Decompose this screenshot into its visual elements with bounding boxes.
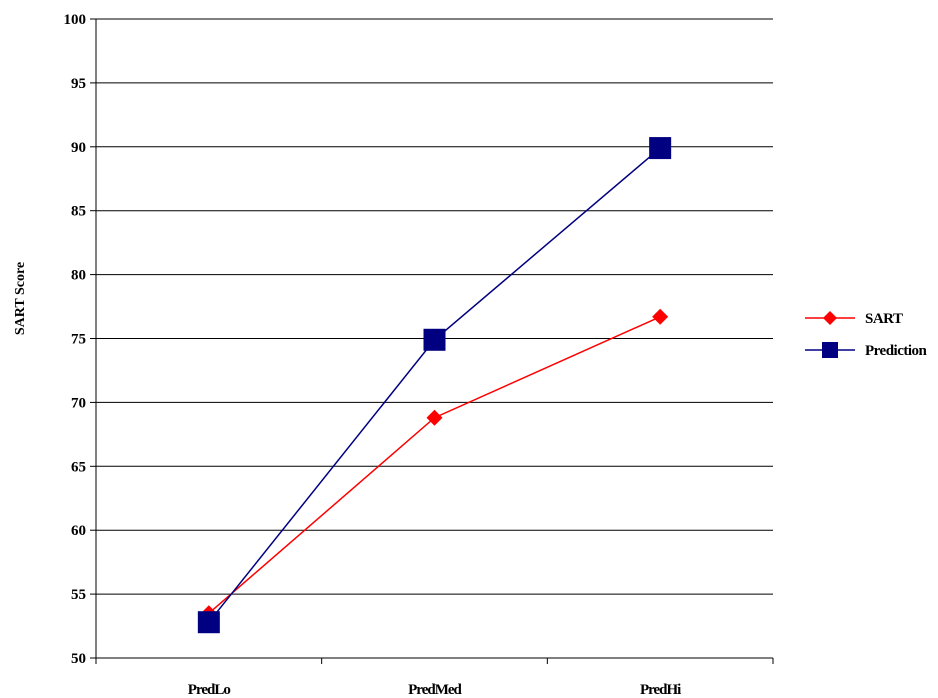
y-axis-label: SART Score xyxy=(13,262,28,335)
data-point-prediction xyxy=(197,611,220,634)
x-tick-label: PredHi xyxy=(640,682,681,698)
data-point-prediction xyxy=(423,328,446,351)
legend-marker xyxy=(822,342,838,358)
legend-label: SART xyxy=(865,311,903,327)
legend-label: Prediction xyxy=(865,343,928,359)
x-tick-label: PredMed xyxy=(408,682,462,698)
y-tick-label: 100 xyxy=(64,12,87,28)
data-point-sart xyxy=(652,308,669,325)
y-tick-label: 65 xyxy=(71,459,86,475)
legend-marker xyxy=(823,311,837,325)
y-tick-label: 85 xyxy=(71,204,86,220)
y-tick-label: 75 xyxy=(71,332,86,348)
y-tick-label: 50 xyxy=(71,651,86,667)
y-tick-label: 90 xyxy=(71,140,86,156)
y-tick-label: 80 xyxy=(71,268,86,284)
data-point-sart xyxy=(426,409,443,426)
y-tick-labels: 50 55 60 65 70 75 80 85 90 95 100 xyxy=(64,12,87,667)
x-tick-label: PredLo xyxy=(188,682,231,698)
gridlines xyxy=(96,18,773,595)
y-tick-label: 95 xyxy=(71,76,86,92)
series-line-prediction xyxy=(208,147,661,623)
series-line-sart xyxy=(208,316,661,614)
series-group xyxy=(197,137,672,634)
x-tick-labels: PredLo PredMed PredHi xyxy=(188,682,682,698)
y-tick-label: 70 xyxy=(71,395,86,411)
axes xyxy=(90,18,774,664)
data-point-prediction xyxy=(649,137,672,160)
legend: SART Prediction xyxy=(805,311,928,359)
y-tick-label: 55 xyxy=(71,587,86,603)
y-tick-label: 60 xyxy=(71,523,86,539)
